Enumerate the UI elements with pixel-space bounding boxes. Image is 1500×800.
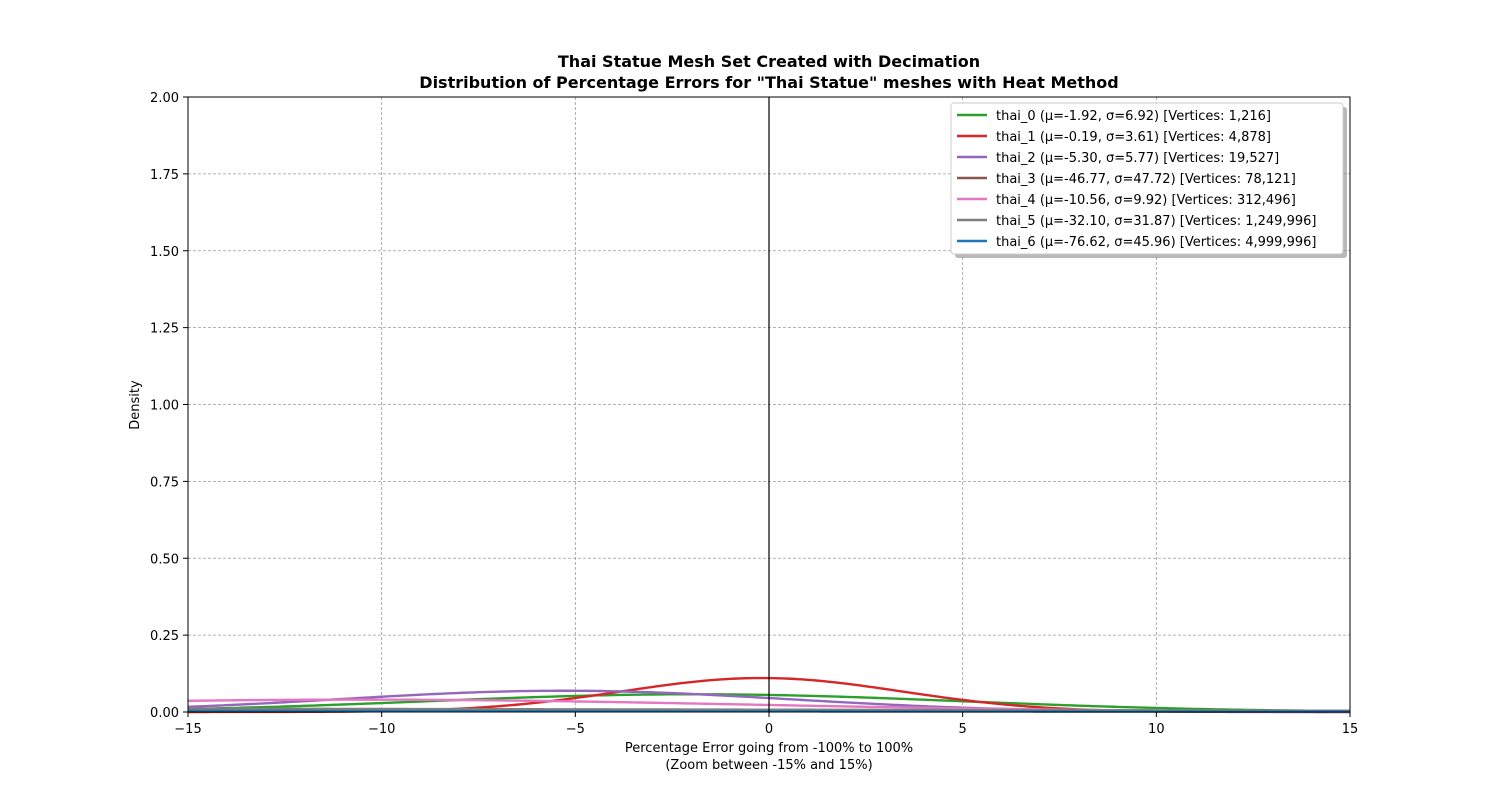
legend-label-2: thai_2 (μ=-5.30, σ=5.77) [Vertices: 19,5…	[996, 151, 1279, 166]
legend: thai_0 (μ=-1.92, σ=6.92) [Vertices: 1,21…	[950, 102, 1347, 258]
legend-label-4: thai_4 (μ=-10.56, σ=9.92) [Vertices: 312…	[996, 193, 1296, 208]
x-tick-label: −5	[566, 722, 585, 737]
legend-label-0: thai_0 (μ=-1.92, σ=6.92) [Vertices: 1,21…	[996, 109, 1271, 124]
x-tick-label: −10	[368, 722, 395, 737]
y-tick-label: 0.75	[150, 475, 179, 490]
x-tick-label: 5	[959, 722, 967, 737]
y-tick-label: 1.75	[150, 168, 179, 183]
y-tick-label: 0.00	[150, 706, 179, 721]
x-axis-label-line1: Percentage Error going from -100% to 100…	[625, 741, 913, 756]
legend-label-5: thai_5 (μ=-32.10, σ=31.87) [Vertices: 1,…	[996, 214, 1316, 229]
legend-items: thai_0 (μ=-1.92, σ=6.92) [Vertices: 1,21…	[957, 109, 1316, 250]
x-tick-label: 10	[1148, 722, 1165, 737]
legend-label-1: thai_1 (μ=-0.19, σ=3.61) [Vertices: 4,87…	[996, 130, 1271, 145]
y-tick-label: 0.50	[150, 552, 179, 567]
y-tick-label: 1.00	[150, 399, 179, 414]
y-tick-label: 0.25	[150, 629, 179, 644]
y-axis-ticks: 0.00 0.25 0.50 0.75 1.00 1.25 1.50 1.75 2.00	[150, 91, 188, 721]
y-axis-label: Density	[128, 380, 143, 430]
x-tick-label: −15	[174, 722, 201, 737]
legend-label-3: thai_3 (μ=-46.77, σ=47.72) [Vertices: 78…	[996, 172, 1296, 187]
y-tick-label: 1.25	[150, 322, 179, 337]
y-tick-label: 2.00	[150, 91, 179, 106]
legend-box	[950, 102, 1344, 255]
x-axis-ticks: −15 −10 −5 0 5 10 15	[174, 712, 1358, 737]
y-tick-label: 1.50	[150, 245, 179, 260]
x-axis-label-line2: (Zoom between -15% and 15%)	[665, 758, 872, 773]
chart-title-line1: Thai Statue Mesh Set Created with Decima…	[558, 52, 980, 71]
x-tick-label: 0	[765, 722, 773, 737]
x-tick-label: 15	[1342, 722, 1359, 737]
legend-label-6: thai_6 (μ=-76.62, σ=45.96) [Vertices: 4,…	[996, 235, 1316, 250]
chart-title-line2: Distribution of Percentage Errors for "T…	[419, 73, 1118, 92]
